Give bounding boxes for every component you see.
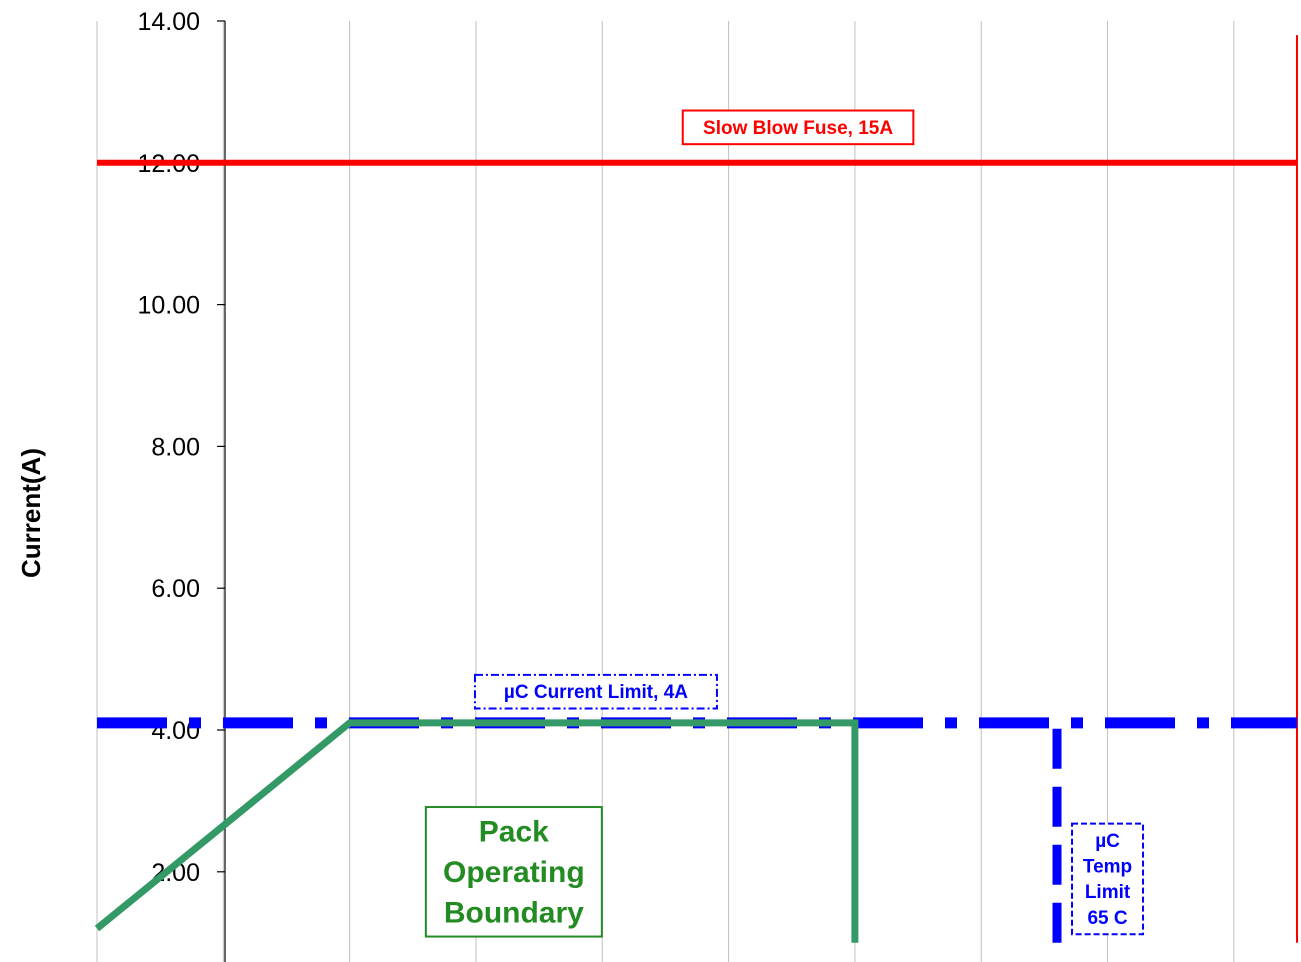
gridlines [96, 21, 1235, 962]
annotation-box-pack-label [424, 806, 603, 938]
annotation-text-temp-label: µC [1095, 831, 1120, 852]
annotation-text-pack-label: Operating [443, 856, 585, 889]
annotation-text-pack-label: Boundary [444, 896, 584, 929]
series-line-pack-boundary [94, 719, 859, 943]
annotation-temp-label: µC Temp Limit 65 C [1071, 822, 1145, 936]
annotation-box-fuse-label [681, 109, 915, 146]
annotation-text-temp-label: Limit [1085, 882, 1131, 903]
y-tick-label-2: 6.00 [151, 575, 200, 603]
annotation-box-temp-label [1071, 822, 1145, 936]
series-lines [94, 35, 1298, 943]
annotation-text-fuse-label: Slow Blow Fuse, 15A [703, 118, 893, 139]
y-axis-title: Current(A) [16, 448, 46, 578]
annotation-text-temp-label: 65 C [1087, 908, 1127, 929]
annotation-current-limit-label: µC Current Limit, 4A [473, 673, 718, 710]
annotation-text-temp-label: Temp [1083, 856, 1132, 877]
annotation-fuse-label: Slow Blow Fuse, 15A [681, 109, 915, 146]
annotation-text-current-limit-label: µC Current Limit, 4A [504, 682, 688, 703]
y-tick-label-4: 10.00 [137, 292, 200, 320]
annotations: Slow Blow Fuse, 15A µC Current Limit, 4A P… [424, 109, 1145, 938]
annotation-pack-label: Pack Operating Boundary [424, 806, 603, 938]
y-tick-label-3: 8.00 [151, 433, 200, 461]
annotation-text-pack-label: Pack [479, 815, 549, 848]
annotation-box-current-limit-label [473, 673, 718, 710]
y-tick-label-6: 14.00 [137, 8, 200, 36]
